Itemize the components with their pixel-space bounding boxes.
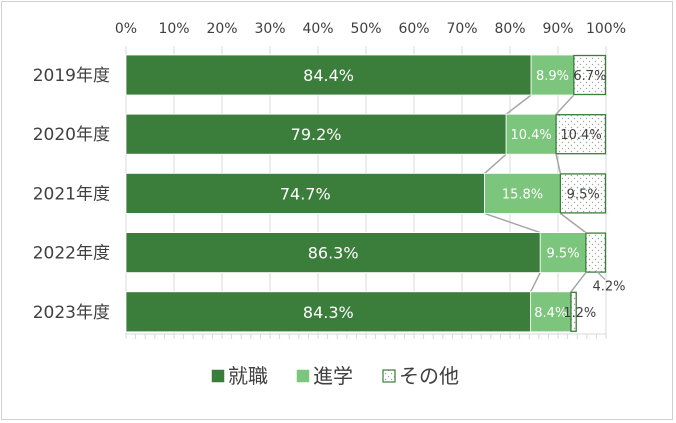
x-tick-label: 70% (446, 21, 477, 37)
x-tick-label: 30% (254, 21, 285, 37)
data-label-other: 10.4% (560, 128, 601, 143)
bar-employment (125, 232, 541, 274)
data-label-employment: 84.4% (303, 66, 354, 85)
category-label: 2021年度 (33, 184, 110, 204)
x-tick-label: 40% (302, 21, 333, 37)
bar-advancement (530, 54, 575, 96)
bar-advancement (505, 113, 557, 155)
x-tick-label: 100% (586, 21, 626, 37)
x-tick-label: 20% (206, 21, 237, 37)
legend-swatch-employment (211, 369, 225, 383)
series-line-advancement (555, 154, 562, 174)
data-label-employment: 74.7% (280, 184, 331, 203)
data-label-advancement: 10.4% (510, 128, 551, 143)
x-tick-label: 50% (350, 21, 381, 37)
data-label-advancement: 9.5% (547, 247, 580, 262)
category-label: 2019年度 (33, 66, 110, 86)
series-line-advancement (555, 94, 575, 115)
legend-label-advancement: 進学 (313, 364, 353, 388)
series-line-advancement (570, 272, 587, 293)
data-label-employment: 86.3% (308, 244, 359, 263)
x-tick-label: 60% (398, 21, 429, 37)
x-tick-label: 80% (494, 21, 525, 37)
data-label-advancement: 8.9% (536, 69, 569, 84)
y-axis: 2019年度 2020年度 2021年度 2022年度 2023年度 (33, 66, 110, 323)
bar-other (573, 54, 607, 96)
data-label-advancement: 8.4% (534, 306, 567, 321)
legend-label-other: その他 (399, 364, 459, 388)
data-label-other: 1.2% (563, 306, 596, 321)
legend-label-employment: 就職 (228, 364, 268, 388)
series-line-employment (484, 212, 541, 234)
x-tick-label: 10% (158, 21, 189, 37)
series-line-advancement (559, 212, 587, 234)
series-line-employment (484, 153, 507, 174)
bar-other (570, 291, 577, 332)
bar-employment (125, 113, 507, 155)
plot-area: 84.4% 8.9% 6.7% 79.2% 10.4% 10.4% 74.7% 15.8% 9.… (125, 54, 626, 333)
category-label: 2022年度 (33, 244, 110, 264)
x-tick-label: 90% (542, 21, 573, 37)
legend-swatch-advancement (296, 369, 310, 383)
bar-advancement (530, 291, 572, 333)
bar-other (585, 232, 607, 273)
data-label-advancement: 15.8% (502, 187, 543, 202)
legend-swatch-other (382, 369, 396, 383)
legend: 就職 進学 その他 (211, 364, 459, 388)
series-line-employment (529, 272, 541, 293)
bar-other (559, 173, 607, 214)
data-label-other: 9.5% (567, 187, 600, 202)
leader-line (595, 270, 606, 281)
category-label: 2023年度 (33, 303, 110, 323)
series-lines (484, 94, 587, 293)
data-label-other: 6.7% (573, 69, 606, 84)
bar-employment (125, 291, 532, 333)
series-line-employment (505, 94, 532, 115)
data-label-other: 4.2% (592, 280, 625, 295)
data-label-employment: 84.3% (303, 303, 354, 322)
bar-advancement (484, 172, 561, 214)
category-label: 2020年度 (33, 125, 110, 145)
bar-employment (125, 54, 532, 96)
x-tick-label: 0% (115, 21, 137, 37)
bar-other (555, 114, 607, 155)
data-label-employment: 79.2% (291, 125, 342, 144)
